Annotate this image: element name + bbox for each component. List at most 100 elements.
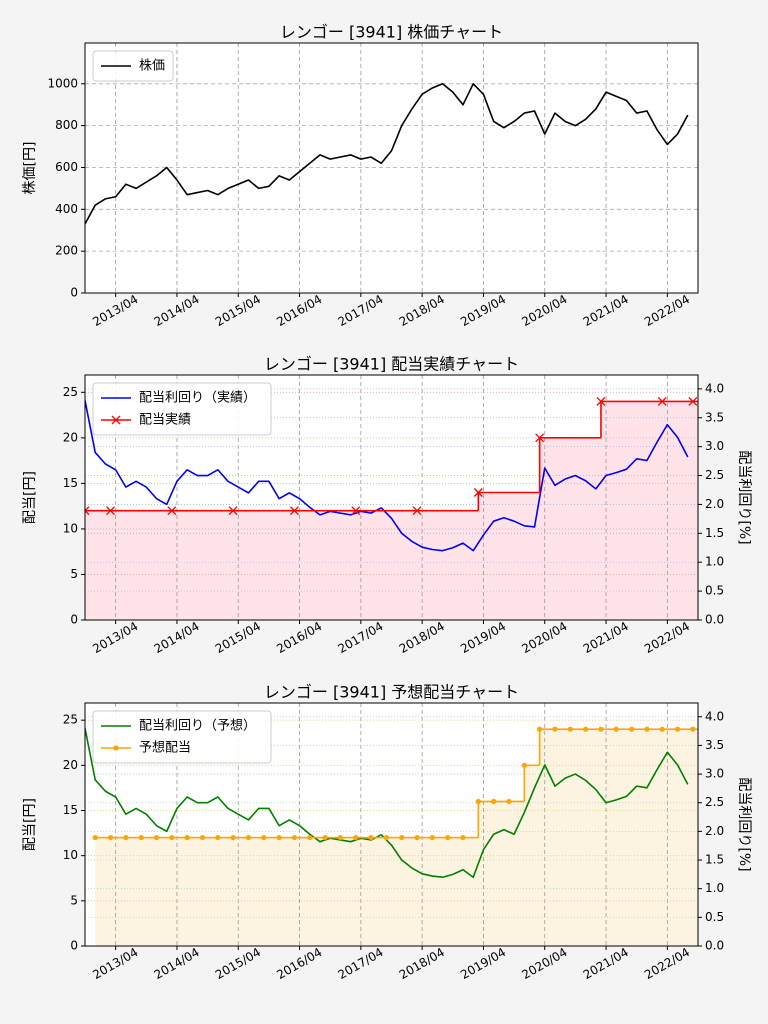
- marker: [567, 726, 573, 732]
- y-tick-label: 5: [70, 567, 78, 581]
- marker: [535, 433, 545, 443]
- marker: [85, 506, 90, 516]
- y2-tick-label: 0.5: [705, 584, 724, 598]
- marker: [245, 834, 252, 841]
- marker: [215, 834, 221, 841]
- marker: [659, 726, 665, 732]
- x-tick-label: 2018/04: [397, 292, 447, 329]
- marker: [521, 762, 527, 768]
- x-tick-label: 2017/04: [336, 945, 386, 982]
- x-tick-label: 2016/04: [274, 292, 324, 329]
- x-tick-label: 2020/04: [519, 619, 569, 656]
- x-tick-label: 2020/04: [519, 945, 569, 982]
- marker: [473, 488, 483, 497]
- legend-box: [92, 382, 272, 436]
- x-tick-label: 2015/04: [213, 619, 263, 656]
- x-tick-label: 2021/04: [581, 619, 631, 656]
- y-tick-label: 0: [70, 613, 78, 627]
- marker: [169, 834, 175, 841]
- y-tick-label: 200: [55, 244, 78, 258]
- x-tick-label: 2015/04: [213, 292, 263, 329]
- marker: [690, 726, 696, 732]
- y-tick-label: 600: [55, 160, 78, 174]
- y-tick-label: 25: [63, 385, 78, 399]
- legend: 配当利回り（予想） 予想配当: [92, 710, 272, 764]
- y-tick-label: 25: [63, 713, 78, 727]
- marker: [506, 798, 512, 805]
- plot: [85, 375, 698, 620]
- y-tick-label: 5: [70, 893, 78, 907]
- y2-tick-label: 2.0: [705, 824, 724, 838]
- series-line: [85, 82, 689, 225]
- legend-box: [92, 50, 174, 82]
- y-tick-label: 0: [70, 939, 78, 953]
- y-tick-label: 0: [70, 286, 78, 300]
- series-line: [85, 400, 689, 552]
- x-tick-label: 2020/04: [519, 292, 569, 329]
- marker: [628, 726, 635, 732]
- legend-box: [92, 710, 272, 764]
- marker: [138, 834, 144, 841]
- x-tick-label: 2019/04: [458, 945, 508, 982]
- y-tick-label: 400: [55, 202, 78, 216]
- marker: [414, 834, 420, 841]
- y-axis-label: 配当[円]: [22, 471, 38, 524]
- x-tick-label: 2022/04: [642, 619, 692, 656]
- marker: [460, 834, 466, 841]
- y2-tick-label: 1.5: [705, 853, 724, 867]
- y2-tick-label: 3.0: [705, 439, 724, 453]
- plot: [85, 43, 698, 293]
- legend-label: 株価: [139, 59, 165, 74]
- x-tick-label: 2022/04: [642, 945, 692, 982]
- y-tick-label: 15: [63, 476, 78, 490]
- marker: [399, 834, 405, 841]
- x-tick-label: 2022/04: [642, 292, 692, 329]
- marker: [199, 834, 206, 841]
- marker: [537, 726, 543, 732]
- marker: [228, 506, 238, 516]
- x-tick-label: 2013/04: [90, 292, 140, 329]
- chart-title: レンゴー [3941] 配当実績チャート: [264, 355, 519, 374]
- x-tick-label: 2014/04: [152, 292, 202, 329]
- y2-axis-label: 配当利回り[%]: [736, 777, 752, 871]
- marker: [598, 726, 604, 732]
- y-tick-label: 20: [63, 758, 78, 772]
- marker: [688, 396, 698, 406]
- marker: [368, 834, 374, 841]
- legend-marker: [113, 745, 119, 751]
- y-tick-label: 10: [63, 521, 78, 535]
- y-tick-label: 10: [63, 848, 78, 862]
- x-tick-label: 2019/04: [458, 292, 508, 329]
- marker: [552, 726, 558, 732]
- marker: [107, 834, 114, 841]
- y2-tick-label: 1.5: [705, 526, 724, 540]
- marker: [644, 726, 650, 732]
- x-tick-label: 2013/04: [90, 619, 140, 656]
- marker: [322, 834, 328, 841]
- marker: [337, 834, 344, 841]
- x-tick-label: 2018/04: [397, 619, 447, 656]
- marker: [276, 834, 282, 841]
- legend-label: 予想配当: [139, 740, 191, 756]
- y2-tick-label: 0.0: [705, 613, 724, 627]
- y-tick-label: 1000: [47, 76, 78, 90]
- y2-tick-label: 0.0: [705, 939, 724, 953]
- x-tick-label: 2013/04: [90, 945, 140, 982]
- y2-tick-label: 3.0: [705, 767, 724, 781]
- marker: [307, 834, 313, 841]
- marker: [383, 834, 389, 841]
- legend-label: 配当利回り（予想）: [139, 718, 256, 734]
- plot-frame: [84, 702, 699, 947]
- x-tick-label: 2018/04: [397, 945, 447, 982]
- x-tick-label: 2021/04: [581, 945, 631, 982]
- marker: [92, 834, 98, 841]
- marker: [291, 834, 298, 841]
- marker: [230, 834, 236, 841]
- marker: [353, 834, 359, 841]
- y2-tick-label: 2.0: [705, 497, 724, 511]
- legend-label: 配当利回り（実績）: [139, 390, 256, 406]
- marker: [674, 726, 681, 732]
- marker: [153, 834, 160, 841]
